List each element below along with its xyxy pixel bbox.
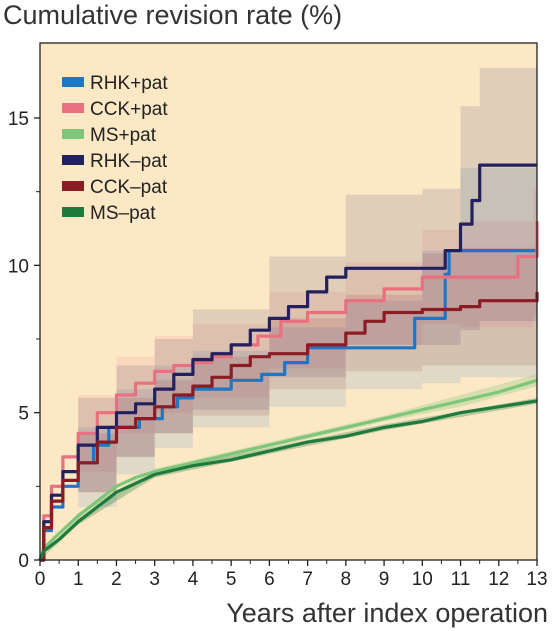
legend-swatch-1 [62,103,84,113]
x-tick-label-0: 0 [35,569,46,590]
series-lines [38,163,539,562]
legend-swatch-4 [62,181,84,191]
x-tick-label-4: 4 [188,569,199,590]
x-tick-label-7: 7 [302,569,313,590]
legend: RHK+pat CCK+pat MS+pat RHK–pat CCK–pat MS–pat [62,73,168,224]
x-tick-label-6: 6 [264,569,275,590]
plot-background [40,43,537,560]
x-tick-label-12: 12 [488,569,509,590]
series-line-5 [38,399,538,561]
x-tick-label-11: 11 [451,569,471,590]
series-line-0 [40,249,537,562]
legend-label-1: CCK+pat [90,99,168,120]
legend-label-2: MS+pat [90,125,157,146]
x-tick-label-2: 2 [111,569,122,590]
ci-band-1 [40,188,537,560]
ci-band-2 [40,374,537,560]
x-tick-label-3: 3 [149,569,160,590]
y-tick-label-2: 10 [8,256,29,277]
legend-label-4: CCK–pat [90,177,168,198]
series-line-3 [40,163,537,562]
x-axis-title: Years after index operation [226,598,548,628]
legend-swatch-2 [62,129,84,139]
x-tick-label-10: 10 [412,569,433,590]
legend-label-0: RHK+pat [90,73,168,94]
x-tick-label-1: 1 [73,569,84,590]
x-tick-label-13: 13 [526,569,547,590]
y-tick-label-3: 15 [8,109,29,130]
x-tick-label-8: 8 [341,569,352,590]
y-tick-label-0: 0 [18,551,29,572]
legend-swatch-0 [62,77,84,87]
legend-label-3: RHK–pat [90,151,168,172]
x-tick-label-9: 9 [379,569,390,590]
series-line-2 [38,378,538,561]
legend-swatch-3 [62,155,84,165]
legend-swatch-5 [62,207,84,217]
series-line-4 [40,291,539,562]
legend-label-5: MS–pat [90,203,156,224]
y-axis-title: Cumulative revision rate (%) [3,0,342,30]
x-tick-label-5: 5 [226,569,237,590]
y-tick-label-1: 5 [18,404,29,425]
